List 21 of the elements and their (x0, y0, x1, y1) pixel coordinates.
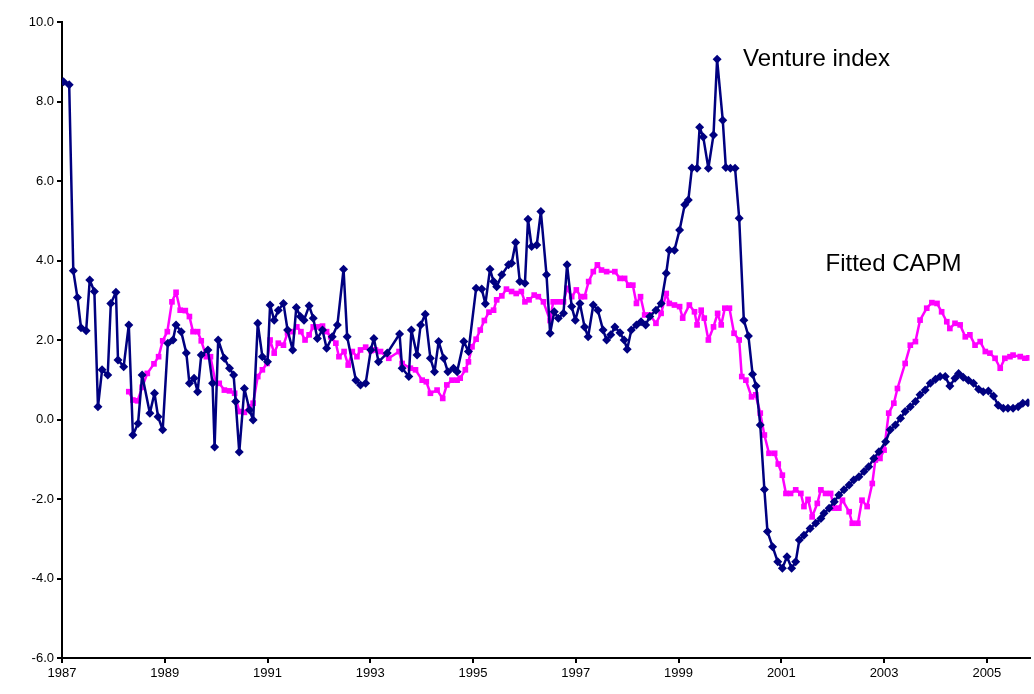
y-tick-label: 10.0 (28, 13, 54, 29)
x-tick-label: 1991 (253, 665, 282, 681)
x-tick-label: 2005 (972, 665, 1002, 681)
x-tick-label: 1995 (458, 665, 488, 681)
x-tick-label: 1993 (355, 665, 385, 681)
x-tick-label: 2003 (869, 665, 899, 681)
y-tick-label: 2.0 (35, 331, 54, 347)
series-label: Venture index (743, 43, 890, 71)
y-tick-label: 4.0 (35, 252, 54, 268)
y-tick-label: 8.0 (35, 93, 54, 109)
x-tick-label: 1997 (561, 665, 591, 681)
y-tick-label: -4.0 (31, 570, 54, 586)
series-label: Fitted CAPM (825, 249, 962, 277)
y-tick-label: 6.0 (35, 172, 54, 188)
x-tick-label: 1999 (664, 665, 694, 681)
y-tick-label: -2.0 (31, 490, 54, 506)
y-tick-label: 0.0 (35, 411, 54, 427)
x-tick-label: 1989 (150, 665, 180, 681)
y-tick-label: -6.0 (31, 649, 54, 665)
x-tick-label: 1987 (47, 665, 77, 681)
x-tick-label: 2001 (766, 665, 796, 681)
